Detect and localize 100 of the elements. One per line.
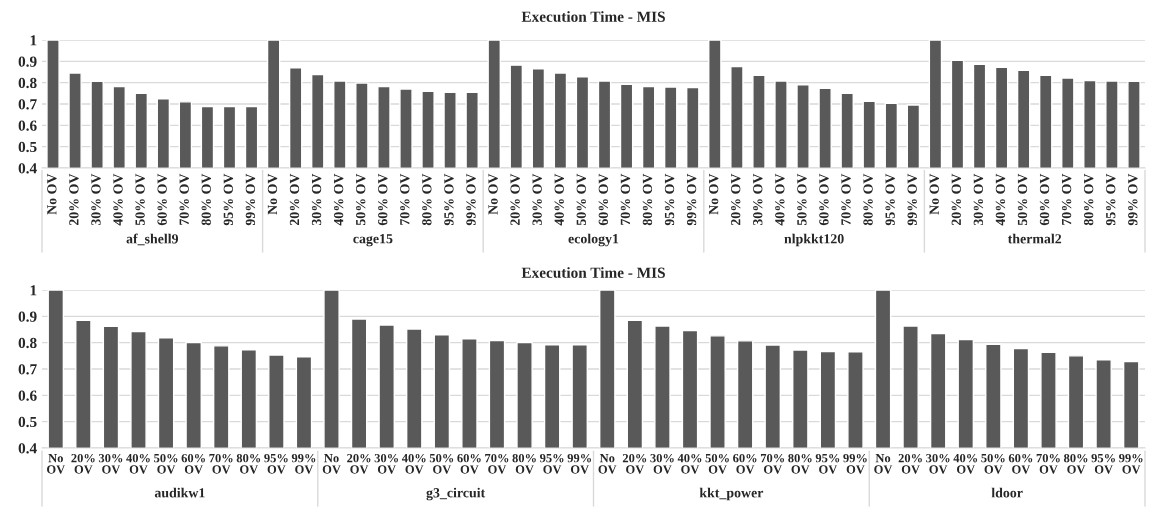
y-tick-label: 0.7 [18,364,37,375]
x-tick-label: 20% OV [71,453,95,474]
x-tick-label: 50% OV [355,173,366,226]
x-tick-label: 50% OV [135,173,145,226]
x-tick-label: 80% OV [1063,453,1088,474]
text: ldoor [991,487,1023,498]
text: thermal2 [1007,233,1062,244]
x-tick-label: 95% OV [444,173,454,226]
x-tick-label: 40% OV [953,453,978,474]
x-tick-label: 60% OV [733,453,757,474]
x-tick-label: 50% OV [429,453,454,474]
x-tick-label: 95% OV [664,173,675,226]
x-tick-label: 50% OV [981,453,1005,474]
x-tick-label: 60% OV [1039,173,1050,226]
x-tick-label: 80% OV [422,173,432,226]
x-tick-label: 70% OV [841,173,851,225]
y-tick-label: 0.9 [18,311,37,322]
x-tick-label: 70% OV [1061,173,1072,225]
x-tick-label: 99% OV [1119,453,1143,474]
text: ecology1 [568,233,619,247]
y-tick-label: 0.4 [18,443,37,454]
x-tick-label: 95% OV [885,173,895,226]
x-tick-label: 99% OV [567,453,592,474]
x-tick-label: 60% OV [378,173,388,226]
x-tick-label: 70% OV [209,453,233,474]
x-tick-label: 70% OV [620,173,631,225]
x-tick-label: 40% OV [333,173,344,226]
x-tick-label: 50% OV [705,453,729,474]
text: audikw1 [154,487,205,498]
x-tick-label: 70% OV [400,173,410,225]
y-tick-label: 0.9 [18,56,37,67]
y-tick-label: 0.8 [18,77,37,89]
x-tick-label: 60% OV [157,173,167,226]
x-tick-label: 50% OV [576,173,587,226]
x-tick-label: 80% OV [788,453,812,474]
y-tick-label: 0.5 [18,416,37,428]
x-tick-label: 70% OV [760,453,785,474]
x-tick-label: 30% OV [753,173,763,226]
x-tick-label: 30% OV [311,173,322,226]
text: kkt_power [699,487,764,501]
chart-title: Execution Time - MIS [521,267,665,278]
x-tick-label: 30% OV [650,453,674,474]
y-tick-label: 0.4 [18,163,37,174]
x-tick-label: 70% OV [179,173,189,225]
y-tick-label: 0.6 [18,120,37,131]
x-tick-label: No OV [598,454,617,474]
x-tick-label: 50% OV [797,173,807,226]
y-tick-label: 0.6 [18,390,37,401]
x-tick-label: No OV [929,173,939,215]
x-tick-label: 60% OV [819,173,829,226]
x-tick-label: 30% OV [91,173,101,226]
x-tick-label: 20% OV [898,453,922,474]
x-tick-label: No OV [47,454,66,474]
x-tick-label: 30% OV [374,453,399,474]
text: cage15 [353,234,393,247]
x-tick-label: 40% OV [677,453,702,474]
x-tick-label: 40% OV [554,173,564,226]
x-tick-label: 60% OV [598,173,609,226]
x-tick-label: 95% OV [264,453,288,474]
x-tick-label: 20% OV [951,173,962,226]
chart-title: Execution Time - MIS [521,11,665,22]
x-tick-label: 30% OV [926,453,950,474]
x-tick-label: 40% OV [775,173,785,226]
x-tick-label: No OV [488,173,498,215]
x-tick-label: 99% OV [245,173,256,226]
x-tick-label: 20% OV [510,173,520,226]
x-tick-label: 40% OV [401,453,426,474]
y-tick-label: 0.8 [18,337,37,349]
x-tick-label: 60% OV [457,453,481,474]
x-tick-label: 20% OV [347,453,371,474]
x-tick-label: 80% OV [1083,173,1094,226]
x-tick-label: 20% OV [622,453,647,474]
x-tick-label: 80% OV [512,453,536,474]
x-tick-label: 70% OV [485,453,509,474]
x-tick-label: 95% OV [1091,453,1115,474]
x-tick-label: 99% OV [291,453,316,474]
x-tick-label: 30% OV [973,173,984,226]
x-tick-label: 99% OV [907,173,917,226]
x-tick-label: 20% OV [289,173,300,226]
x-tick-label: 60% OV [1008,453,1033,474]
x-tick-label: 40% OV [126,453,150,474]
x-tick-label: 80% OV [642,173,653,226]
x-tick-label: 99% OV [466,173,476,226]
text: nlpkkt120 [784,233,844,247]
x-tick-label: 95% OV [539,453,564,474]
x-tick-label: 99% OV [1128,173,1138,226]
x-tick-label: 99% OV [843,453,867,474]
x-tick-label: 99% OV [686,173,697,226]
x-tick-label: 30% OV [532,173,542,226]
text: af_shell9 [126,233,179,246]
x-tick-label: 50% OV [154,453,178,474]
x-tick-label: 40% OV [113,173,123,226]
y-tick-label: 1 [30,35,37,46]
x-tick-label: No OV [322,454,341,474]
x-tick-label: 20% OV [730,173,741,226]
y-tick-label: 0.5 [18,141,37,153]
x-tick-label: 80% OV [236,453,261,474]
x-tick-label: 80% OV [201,173,211,226]
x-tick-label: 95% OV [223,173,234,226]
x-tick-label: 30% OV [98,453,123,474]
